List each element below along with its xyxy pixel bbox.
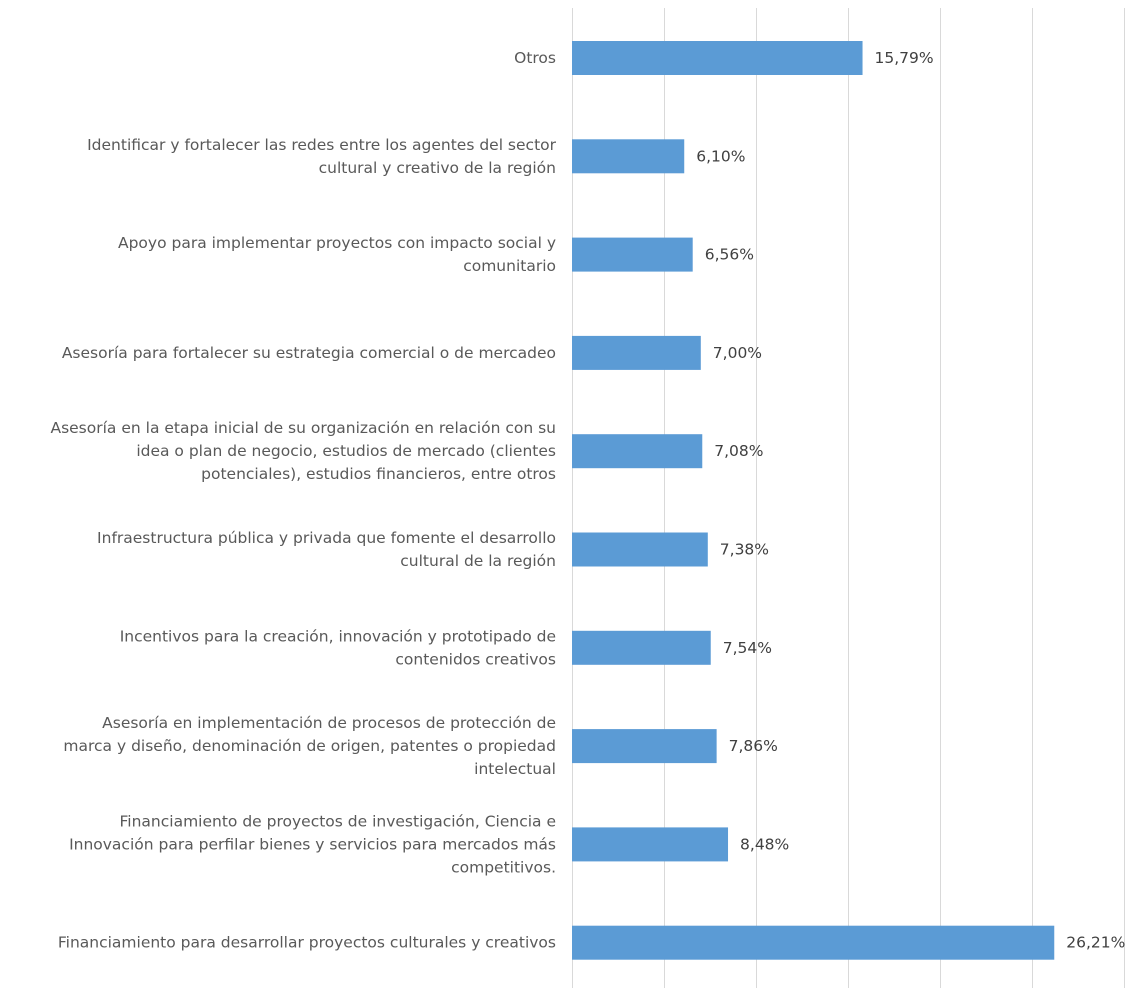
bar-9 bbox=[572, 925, 1055, 960]
category-label-line: Identificar y fortalecer las redes entre… bbox=[87, 136, 557, 154]
value-labels: 15,79% 6,10% 6,56% 7,00% 7,08% 7,38% 7,54% 7,86… bbox=[696, 49, 1125, 952]
category-label-line: Financiamiento para desarrollar proyecto… bbox=[58, 934, 556, 952]
category-label-9: Financiamiento para desarrollar proyecto… bbox=[58, 934, 556, 952]
category-label-2: Apoyo para implementar proyectos con imp… bbox=[118, 234, 556, 275]
category-label-line: intelectual bbox=[474, 760, 556, 778]
bar-5 bbox=[572, 532, 708, 567]
category-label-line: Incentivos para la creación, innovación … bbox=[120, 627, 556, 645]
value-label-8: 8,48% bbox=[740, 835, 789, 853]
category-label-line: Financiamiento de proyectos de investiga… bbox=[120, 812, 556, 830]
value-label-3: 7,00% bbox=[713, 344, 762, 362]
category-label-4: Asesoría en la etapa inicial de su organ… bbox=[50, 419, 556, 483]
value-label-0: 15,79% bbox=[875, 49, 934, 67]
category-label-line: Asesoría en implementación de procesos d… bbox=[102, 714, 556, 732]
category-label-1: Identificar y fortalecer las redes entre… bbox=[87, 136, 557, 177]
value-label-5: 7,38% bbox=[720, 541, 769, 559]
category-label-8: Financiamiento de proyectos de investiga… bbox=[69, 812, 556, 876]
category-label-6: Incentivos para la creación, innovación … bbox=[120, 627, 556, 668]
category-label-line: Asesoría para fortalecer su estrategia c… bbox=[62, 344, 556, 362]
category-label-line: Infraestructura pública y privada que fo… bbox=[97, 529, 556, 547]
category-label-5: Infraestructura pública y privada que fo… bbox=[97, 529, 556, 570]
category-label-0: Otros bbox=[514, 49, 556, 67]
bar-8 bbox=[572, 827, 729, 862]
category-label-line: contenidos creativos bbox=[395, 650, 556, 668]
category-label-line: competitivos. bbox=[451, 858, 556, 876]
bar-7 bbox=[572, 729, 717, 764]
category-label-line: Asesoría en la etapa inicial de su organ… bbox=[50, 419, 556, 437]
value-label-4: 7,08% bbox=[714, 442, 763, 460]
category-label-line: comunitario bbox=[463, 257, 556, 275]
category-label-line: Apoyo para implementar proyectos con imp… bbox=[118, 234, 556, 252]
value-label-9: 26,21% bbox=[1066, 934, 1125, 952]
bar-6 bbox=[572, 630, 711, 665]
category-label-line: cultural y creativo de la región bbox=[319, 159, 556, 177]
value-label-2: 6,56% bbox=[705, 246, 754, 264]
value-label-6: 7,54% bbox=[723, 639, 772, 657]
category-label-line: marca y diseño, denominación de origen, … bbox=[63, 737, 556, 755]
category-label-line: idea o plan de negocio, estudios de merc… bbox=[136, 442, 556, 460]
bar-0 bbox=[572, 41, 863, 75]
bar-3 bbox=[572, 335, 701, 370]
bar-2 bbox=[572, 237, 693, 272]
category-labels: Otros Identificar y fortalecer las redes … bbox=[50, 49, 556, 952]
category-label-7: Asesoría en implementación de procesos d… bbox=[63, 714, 556, 778]
bars bbox=[572, 41, 1055, 960]
value-label-1: 6,10% bbox=[696, 147, 745, 165]
category-label-line: Innovación para perfilar bienes y servic… bbox=[69, 835, 556, 853]
bar-1 bbox=[572, 139, 685, 174]
category-label-line: Otros bbox=[514, 49, 556, 67]
category-label-line: potenciales), estudios financieros, entr… bbox=[201, 465, 556, 483]
category-label-line: cultural de la región bbox=[400, 552, 556, 570]
bar-4 bbox=[572, 434, 703, 469]
value-label-7: 7,86% bbox=[729, 737, 778, 755]
category-label-3: Asesoría para fortalecer su estrategia c… bbox=[62, 344, 556, 362]
